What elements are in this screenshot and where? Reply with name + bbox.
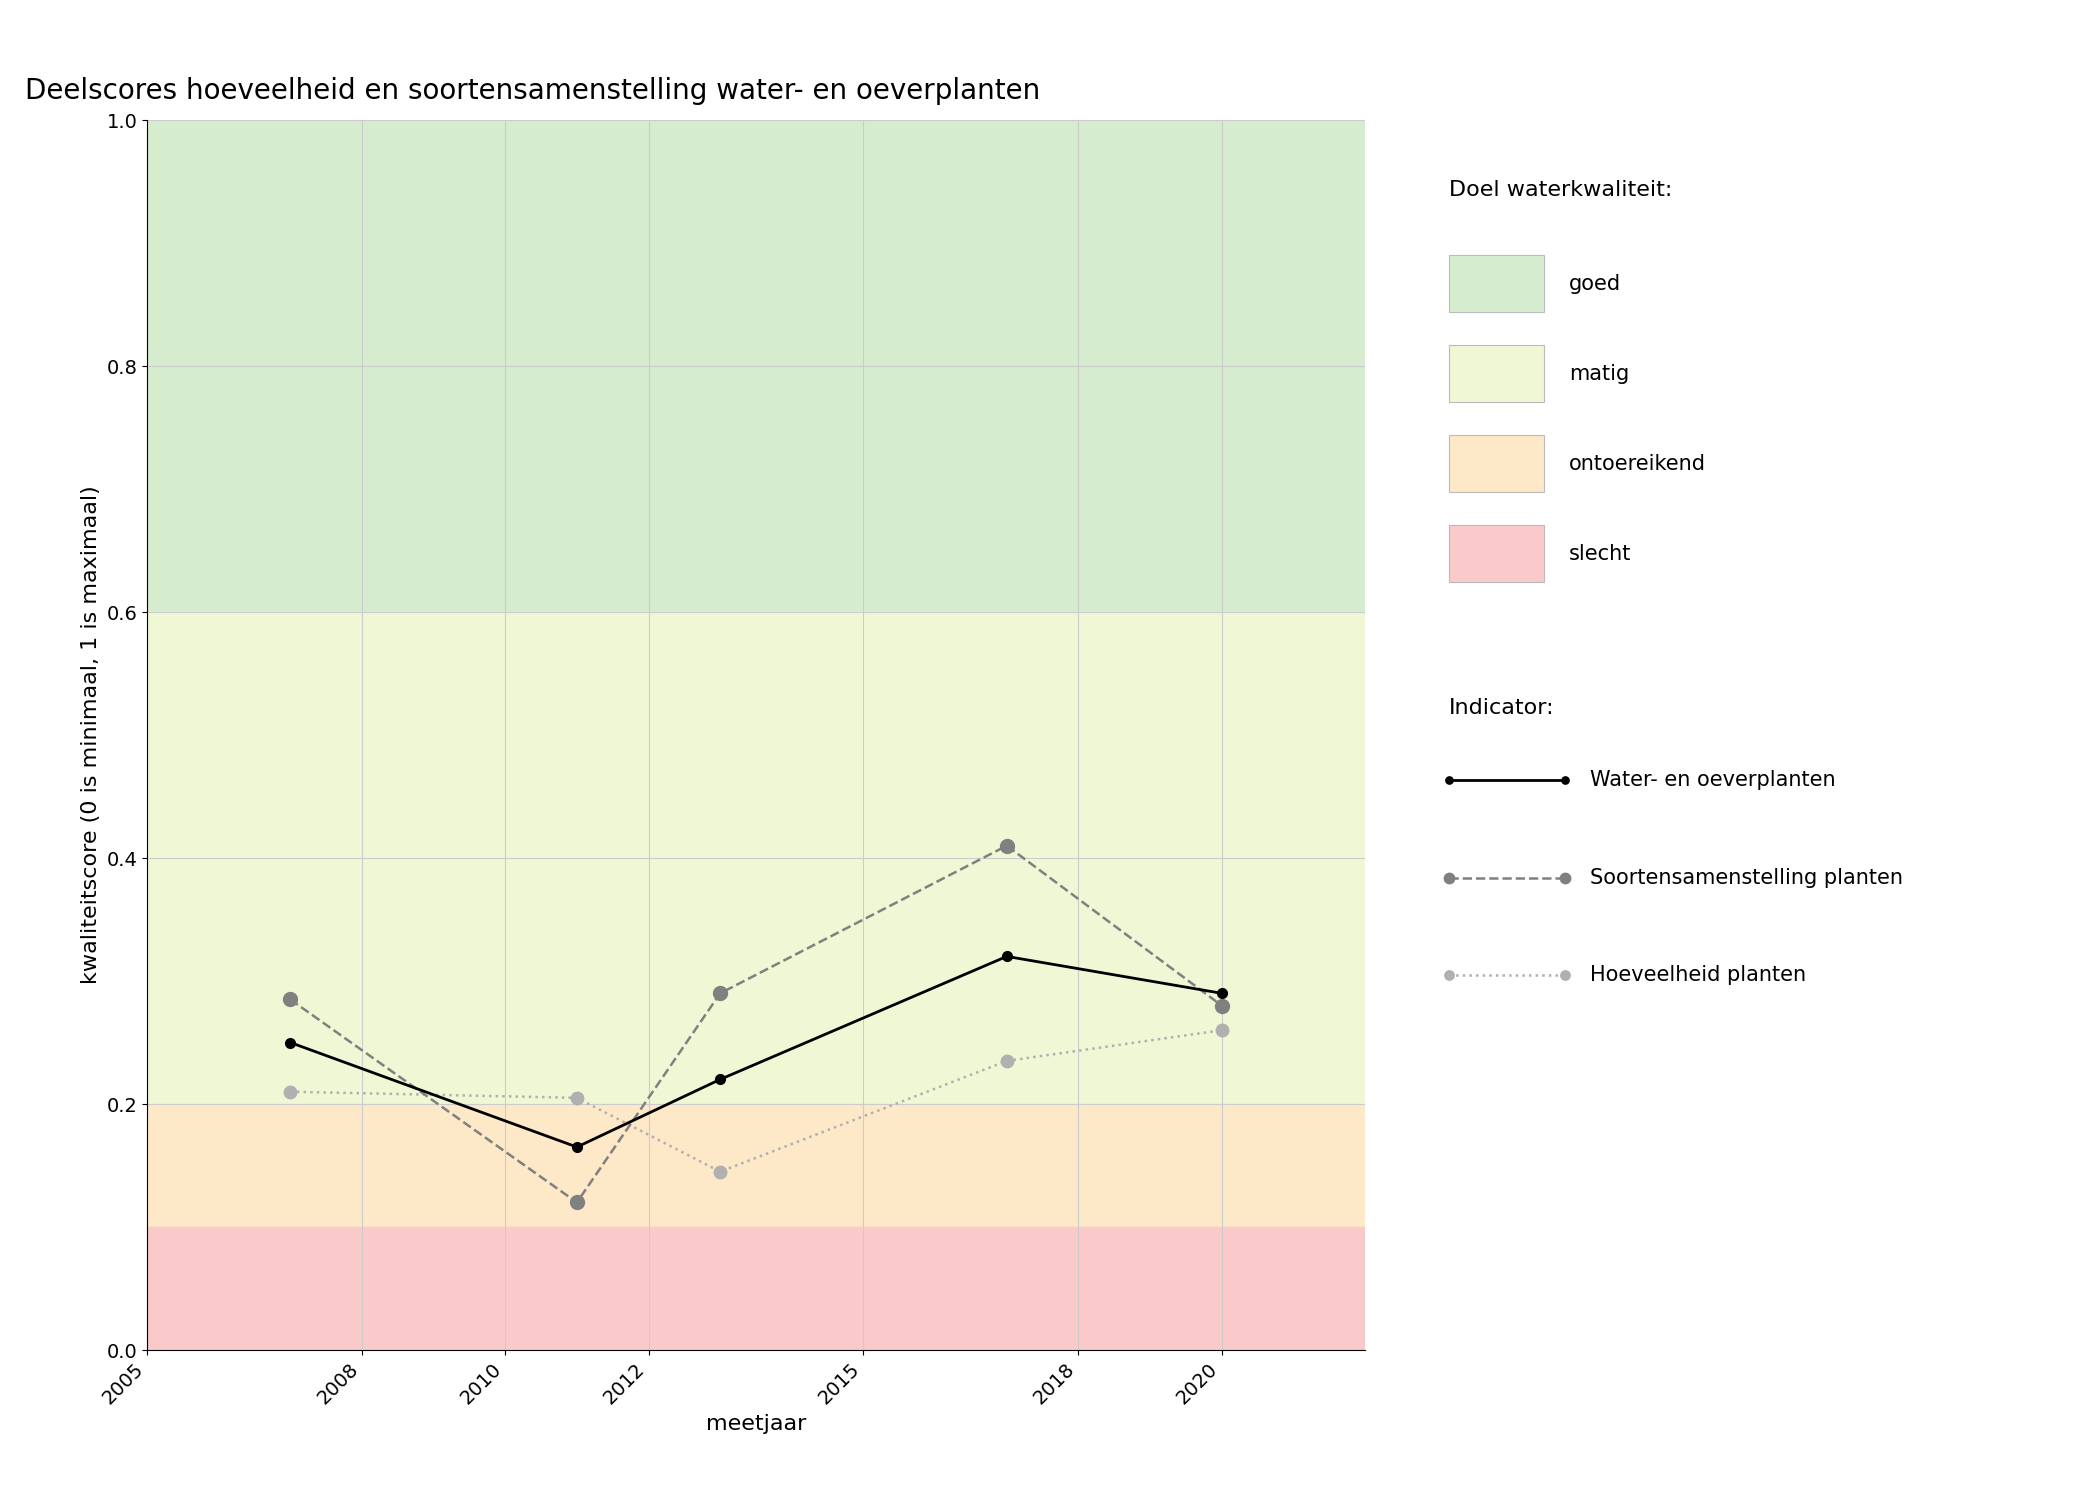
Bar: [147, 1227, 1365, 1350]
Text: slecht: slecht: [1569, 543, 1632, 564]
Text: Doel waterkwaliteit:: Doel waterkwaliteit:: [1449, 180, 1672, 200]
Text: ontoereikend: ontoereikend: [1569, 453, 1705, 474]
Text: matig: matig: [1569, 363, 1630, 384]
Bar: [147, 1104, 1365, 1227]
Text: Hoeveelheid planten: Hoeveelheid planten: [1590, 964, 1806, 986]
Text: Indicator:: Indicator:: [1449, 698, 1554, 717]
Bar: [147, 612, 1365, 1104]
Text: Water- en oeverplanten: Water- en oeverplanten: [1590, 770, 1835, 790]
X-axis label: meetjaar: meetjaar: [706, 1413, 806, 1434]
Bar: [147, 120, 1365, 612]
Y-axis label: kwaliteitscore (0 is minimaal, 1 is maximaal): kwaliteitscore (0 is minimaal, 1 is maxi…: [80, 486, 101, 984]
Text: Deelscores hoeveelheid en soortensamenstelling water- en oeverplanten: Deelscores hoeveelheid en soortensamenst…: [25, 76, 1040, 105]
Text: Soortensamenstelling planten: Soortensamenstelling planten: [1590, 867, 1903, 888]
Text: goed: goed: [1569, 273, 1621, 294]
